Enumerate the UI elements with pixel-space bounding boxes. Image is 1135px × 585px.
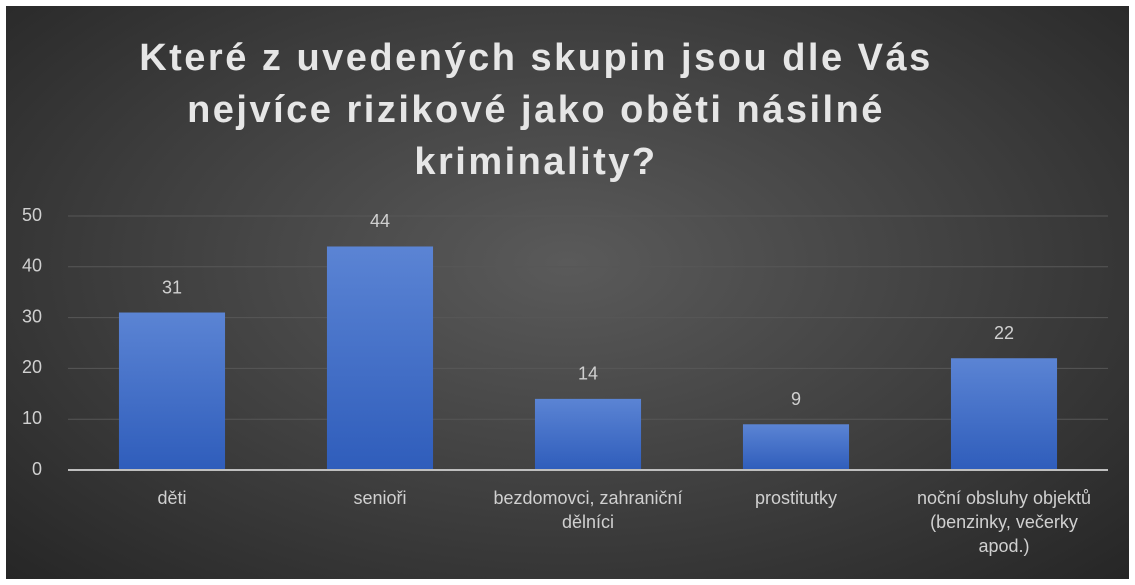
y-tick-label: 30 — [22, 306, 42, 326]
bar — [118, 312, 226, 470]
data-label: 31 — [162, 277, 182, 297]
data-label: 44 — [370, 211, 390, 231]
chart-title: Které z uvedených skupin jsou dle Vás ne… — [139, 37, 933, 183]
x-tick-label: prostitutky — [754, 488, 838, 508]
x-tick-label: noční obsluhy objektů (benzinky, večerky… — [916, 488, 1092, 556]
bar — [534, 398, 642, 470]
bar — [326, 246, 434, 470]
x-tick-label: bezdomovci, zahraniční dělníci — [493, 488, 683, 532]
bar — [742, 424, 850, 470]
y-tick-label: 40 — [22, 256, 42, 276]
y-tick-label: 0 — [32, 459, 42, 479]
y-tick-label: 20 — [22, 357, 42, 377]
data-label: 22 — [994, 323, 1014, 343]
x-tick-label: senioři — [353, 488, 407, 508]
y-tick-label: 10 — [22, 408, 42, 428]
y-tick-label: 50 — [22, 205, 42, 225]
bar — [950, 358, 1058, 470]
plot: 0 10 20 30 40 50 31 44 14 9 22 — [22, 205, 1108, 479]
x-tick-label: děti — [157, 488, 187, 508]
chart: 0 10 20 30 40 50 31 44 14 9 22 Které z uvedených s… — [6, 6, 1129, 579]
data-label: 14 — [578, 364, 598, 384]
data-label: 9 — [791, 389, 801, 409]
